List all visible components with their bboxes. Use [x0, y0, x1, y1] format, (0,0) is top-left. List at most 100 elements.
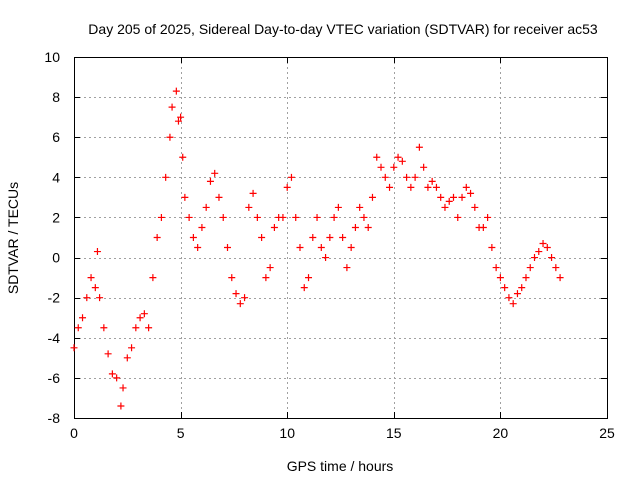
data-point — [343, 264, 351, 272]
data-point — [140, 310, 148, 318]
data-point — [206, 177, 214, 185]
data-point — [356, 203, 364, 211]
data-point — [454, 213, 462, 221]
chart-title: Day 205 of 2025, Sidereal Day-to-day VTE… — [88, 21, 598, 37]
y-tick-label: 0 — [52, 250, 60, 266]
data-point — [119, 384, 127, 392]
data-point — [292, 213, 300, 221]
data-point — [437, 193, 445, 201]
plot-frame — [74, 57, 608, 419]
data-point — [177, 113, 185, 121]
data-point — [181, 193, 189, 201]
data-point — [458, 193, 466, 201]
data-point — [296, 244, 304, 252]
data-point — [79, 314, 87, 322]
data-point — [168, 103, 176, 111]
x-tick-label: 0 — [70, 425, 78, 441]
data-point — [104, 350, 112, 358]
data-point — [462, 183, 470, 191]
data-point — [501, 284, 509, 292]
data-point — [445, 197, 453, 205]
data-point — [471, 203, 479, 211]
x-tick-label: 5 — [177, 425, 185, 441]
data-point — [347, 244, 355, 252]
data-point — [339, 234, 347, 241]
data-point — [189, 234, 197, 241]
data-point — [149, 274, 157, 282]
data-point — [548, 254, 556, 262]
data-point — [224, 244, 232, 252]
data-point — [87, 274, 95, 282]
data-point — [283, 183, 291, 191]
data-point — [398, 157, 406, 165]
data-point — [309, 234, 317, 241]
data-point — [123, 354, 131, 362]
data-point — [351, 223, 359, 231]
data-point — [153, 234, 161, 241]
data-point — [194, 244, 202, 252]
data-point — [479, 223, 487, 231]
data-point — [262, 274, 270, 282]
axis-ticks — [74, 57, 608, 419]
data-point — [202, 203, 210, 211]
data-point — [449, 193, 457, 201]
data-point — [228, 274, 236, 282]
data-point — [373, 153, 381, 161]
data-point — [113, 374, 121, 382]
data-point — [266, 264, 274, 272]
data-point — [241, 294, 249, 302]
data-point — [334, 203, 342, 211]
data-point — [279, 213, 287, 221]
data-point — [322, 254, 330, 262]
data-point — [232, 290, 240, 298]
data-point — [245, 203, 253, 211]
data-point — [531, 254, 539, 262]
x-axis-tick-labels: 0 5 10 15 20 25 — [70, 425, 615, 441]
data-point — [300, 284, 308, 292]
y-tick-label: -4 — [48, 330, 61, 346]
data-point — [270, 223, 278, 231]
data-point — [360, 213, 368, 221]
data-point — [381, 173, 389, 181]
data-point — [100, 324, 108, 332]
data-point — [535, 248, 543, 256]
data-point — [145, 324, 153, 332]
data-point — [432, 183, 440, 191]
data-point — [488, 244, 496, 252]
grid-lines — [74, 57, 607, 418]
data-point — [174, 117, 182, 125]
data-point — [219, 213, 227, 221]
data-point — [70, 344, 78, 352]
data-point — [215, 193, 223, 201]
data-point — [249, 189, 257, 197]
data-point — [330, 213, 338, 221]
data-point — [420, 163, 428, 171]
data-point — [428, 177, 436, 185]
data-point — [108, 370, 116, 378]
data-point — [157, 213, 165, 221]
data-point — [93, 248, 101, 256]
data-point — [172, 87, 180, 95]
data-point — [492, 264, 500, 272]
y-tick-label: -8 — [48, 410, 61, 426]
x-tick-label: 15 — [386, 425, 402, 441]
data-point — [258, 234, 266, 241]
data-point — [166, 133, 174, 141]
data-point — [441, 203, 449, 211]
y-axis-label: SDTVAR / TECUs — [5, 182, 21, 294]
data-point — [377, 163, 385, 171]
data-point — [83, 294, 91, 302]
y-tick-label: 10 — [44, 49, 60, 65]
data-point — [403, 173, 411, 181]
data-point — [185, 213, 193, 221]
data-point — [198, 223, 206, 231]
y-tick-label: 2 — [52, 209, 60, 225]
data-point — [317, 244, 325, 252]
data-point — [386, 183, 394, 191]
data-point — [96, 294, 104, 302]
data-point — [484, 213, 492, 221]
data-point — [136, 314, 144, 322]
data-point — [467, 189, 475, 197]
data-point — [364, 223, 372, 231]
data-point — [513, 290, 521, 298]
